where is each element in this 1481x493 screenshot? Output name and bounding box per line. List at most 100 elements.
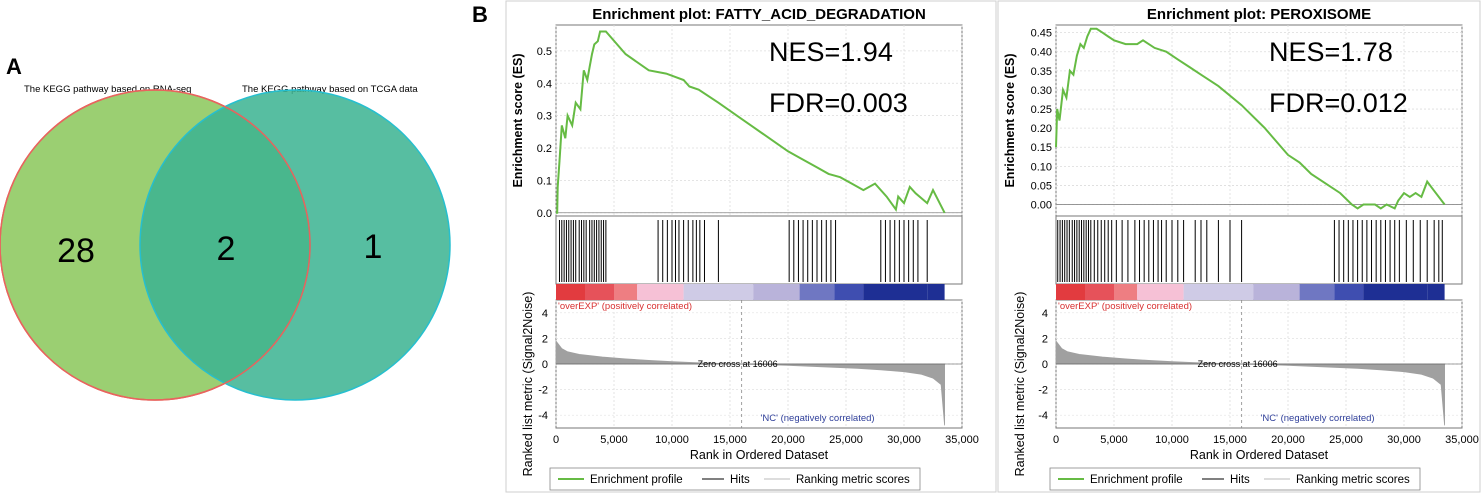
x-tick-label: 30,000 — [1387, 434, 1421, 446]
es-y-tick-label: 0.15 — [1031, 142, 1052, 154]
enrichment-profile-line — [556, 30, 946, 214]
x-tick-label: 0 — [1053, 434, 1059, 446]
legend-label-metric: Ranking metric scores — [1296, 474, 1410, 486]
x-tick-label: 25,000 — [1329, 434, 1363, 446]
nes-value: NES=1.94 — [769, 37, 893, 67]
x-tick-label: 35,000 — [1445, 434, 1479, 446]
fdr-value: FDR=0.003 — [769, 88, 908, 118]
hits-frame — [555, 215, 963, 285]
fdr-value: FDR=0.012 — [1269, 88, 1408, 118]
es-y-tick-label: 0.40 — [1031, 47, 1052, 59]
rank-heat-segment — [834, 284, 864, 300]
rank-heat-segment — [683, 284, 754, 300]
positive-correlation-label: 'overEXP' (positively correlated) — [558, 301, 692, 312]
x-tick-label: 20,000 — [1271, 434, 1305, 446]
legend-label-metric: Ranking metric scores — [796, 474, 910, 486]
x-tick-label: 35,000 — [945, 434, 979, 446]
rank-heat-segment — [637, 284, 684, 300]
zero-cross-label: Zero cross at 16006 — [1198, 359, 1278, 369]
panel-b-letter: B — [472, 2, 488, 27]
venn-overlap-count: 2 — [217, 230, 236, 268]
ranking-metric-area — [1055, 339, 1445, 426]
x-tick-label: 15,000 — [1213, 434, 1247, 446]
rank-heat-segment — [585, 284, 614, 300]
legend-box — [549, 467, 921, 491]
zero-cross-label: Zero cross at 16006 — [698, 359, 778, 369]
rank-heat-segment — [1085, 284, 1114, 300]
gsea-plot-fatty-acid: Enrichment plot: FATTY_ACID_DEGRADATION 0… — [505, 0, 997, 493]
es-y-axis-label: Enrichment score (ES) — [1003, 53, 1017, 187]
rank-heat-segment — [1056, 284, 1085, 300]
metric-y-tick-label: 4 — [542, 308, 548, 320]
venn-left-outline — [0, 89, 311, 401]
rank-heat-segment — [753, 284, 800, 300]
x-tick-label: 5,000 — [1100, 434, 1128, 446]
es-y-tick-label: 0.45 — [1031, 28, 1052, 40]
ranking-metric-area — [555, 339, 945, 426]
es-y-tick-label: 0.05 — [1031, 180, 1052, 192]
venn-left-count: 28 — [57, 232, 95, 270]
metric-y-tick-label: 0 — [1042, 359, 1048, 371]
rank-heat-segment — [1114, 284, 1138, 300]
panel-a-letter: A — [6, 54, 22, 79]
gsea-panel-border — [997, 0, 1481, 493]
metric-y-tick-label: -4 — [1038, 410, 1048, 422]
x-tick-label: 10,000 — [1155, 434, 1189, 446]
legend-label-profile: Enrichment profile — [590, 474, 683, 486]
x-tick-label: 0 — [553, 434, 559, 446]
positive-correlation-label: 'overEXP' (positively correlated) — [1058, 301, 1192, 312]
venn-right-circle — [139, 89, 451, 401]
rank-heat-segment — [1183, 284, 1254, 300]
x-tick-label: 25,000 — [829, 434, 863, 446]
es-y-axis-label: Enrichment score (ES) — [511, 53, 525, 187]
rank-heat-segment — [927, 284, 945, 300]
es-y-tick-label: 0.3 — [537, 111, 552, 123]
es-y-tick-label: 0.1 — [537, 175, 552, 187]
rank-heat-segment — [614, 284, 638, 300]
venn-left-title: The KEGG pathway based on RNA-seq — [24, 84, 191, 95]
negative-correlation-label: 'NC' (negatively correlated) — [761, 413, 875, 424]
metric-y-tick-label: -4 — [538, 410, 548, 422]
x-tick-label: 10,000 — [655, 434, 689, 446]
x-tick-label: 5,000 — [600, 434, 628, 446]
es-plot-frame — [555, 24, 963, 217]
es-y-tick-label: 0.25 — [1031, 104, 1052, 116]
gsea-panel-border — [505, 0, 997, 493]
es-y-tick-label: 0.5 — [537, 46, 552, 58]
metric-y-tick-label: 0 — [542, 359, 548, 371]
es-y-tick-label: 0.2 — [537, 143, 552, 155]
venn-right-count: 1 — [364, 228, 383, 266]
nes-value: NES=1.78 — [1269, 37, 1393, 67]
metric-y-tick-label: 2 — [1042, 333, 1048, 345]
x-tick-label: 15,000 — [713, 434, 747, 446]
gsea-plot-peroxisome: Enrichment plot: PEROXISOME 0.00 0.05 0.10 0… — [997, 0, 1481, 493]
rank-heat-segment — [1137, 284, 1184, 300]
rank-heat-segment — [863, 284, 928, 300]
rank-heat-segment — [1253, 284, 1300, 300]
rank-heat-segment — [1334, 284, 1364, 300]
metric-y-tick-label: -2 — [1038, 385, 1048, 397]
metric-y-axis-label: Ranked list metric (Signal2Noise) — [521, 292, 535, 477]
es-y-tick-label: 0.10 — [1031, 161, 1052, 173]
es-y-tick-label: 0.35 — [1031, 66, 1052, 78]
rank-heat-segment — [1299, 284, 1335, 300]
es-y-tick-label: 0.4 — [537, 78, 552, 90]
rank-heat-segment — [1363, 284, 1428, 300]
rank-heat-segment — [799, 284, 835, 300]
x-tick-label: 20,000 — [771, 434, 805, 446]
rank-heat-segment — [556, 284, 585, 300]
legend-label-profile: Enrichment profile — [1090, 474, 1183, 486]
negative-correlation-label: 'NC' (negatively correlated) — [1261, 413, 1375, 424]
venn-right-title: The KEGG pathway based on TCGA data — [242, 84, 418, 95]
legend-label-hits: Hits — [1230, 474, 1250, 486]
rank-heat-segment — [1427, 284, 1445, 300]
metric-y-axis-label: Ranked list metric (Signal2Noise) — [1013, 292, 1027, 477]
es-y-tick-label: 0.30 — [1031, 85, 1052, 97]
metric-y-tick-label: -2 — [538, 385, 548, 397]
gsea-title: Enrichment plot: PEROXISOME — [1147, 6, 1371, 23]
venn-diagram: A The KEGG pathway based on RNA-seq The … — [0, 54, 451, 401]
es-y-tick-label: 0.00 — [1031, 200, 1052, 212]
gsea-title: Enrichment plot: FATTY_ACID_DEGRADATION — [592, 6, 926, 23]
